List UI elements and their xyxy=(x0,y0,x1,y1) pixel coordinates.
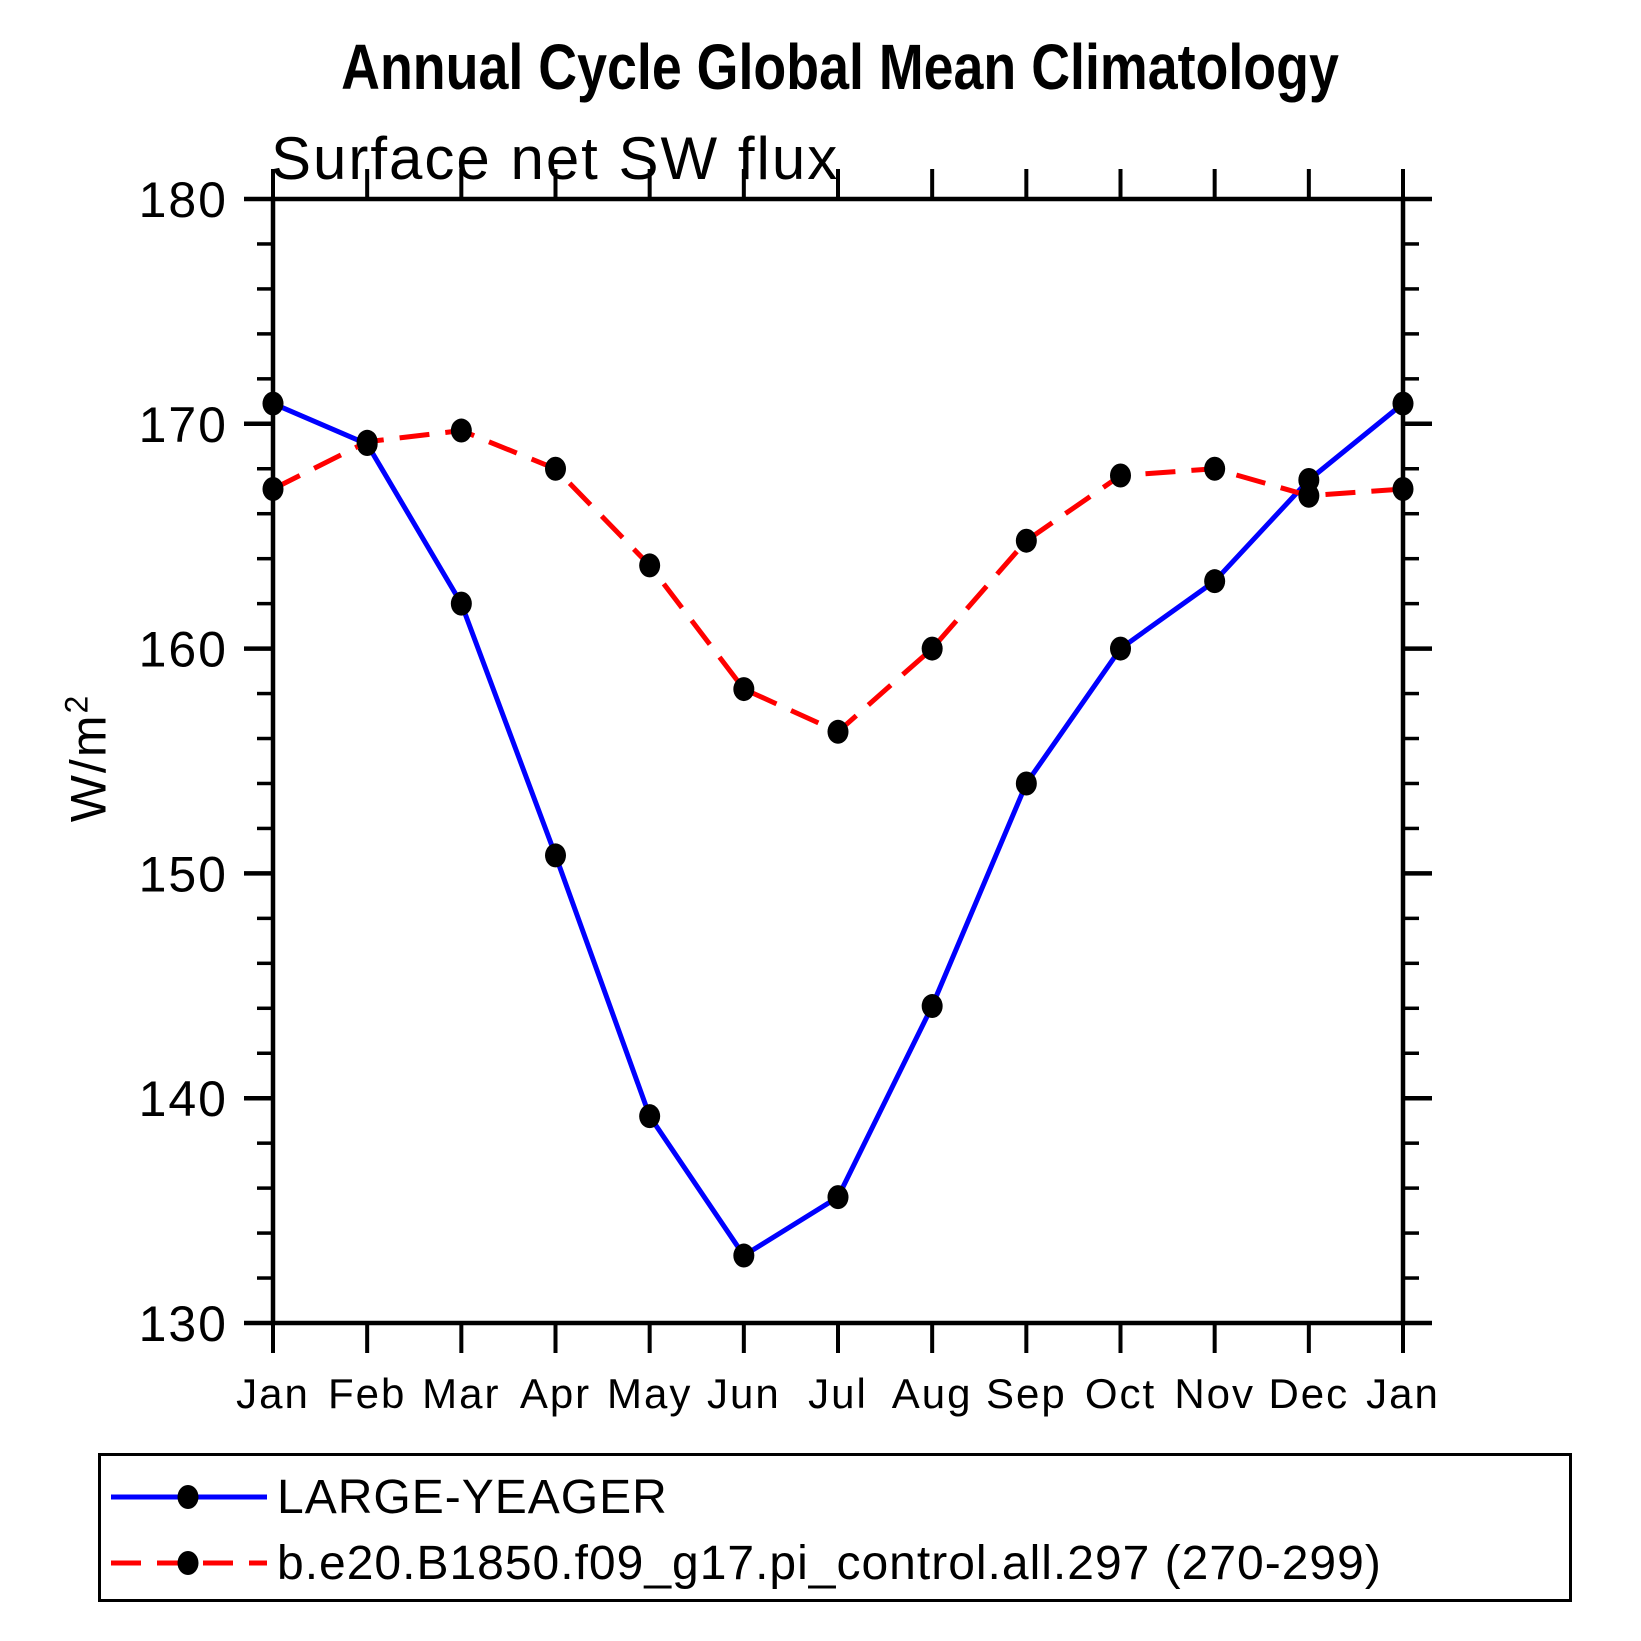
legend-label-large-yeager: LARGE-YEAGER xyxy=(277,1470,668,1524)
x-tick-label: Mar xyxy=(422,1370,500,1417)
legend-marker-dot xyxy=(177,1485,199,1509)
series-line-dashed xyxy=(271,428,1404,735)
x-tick-label: Oct xyxy=(1085,1370,1156,1417)
data-point-marker xyxy=(639,553,661,578)
y-tick-label: 170 xyxy=(139,397,228,453)
legend-label-pi-control: b.e20.B1850.f09_g17.pi_control.all.297 (… xyxy=(277,1536,1382,1590)
data-point-marker xyxy=(450,591,472,616)
series-line-solid xyxy=(272,401,1405,1259)
legend-item-pi-control: b.e20.B1850.f09_g17.pi_control.all.297 (… xyxy=(109,1530,1569,1596)
y-tick-label: 160 xyxy=(139,622,228,678)
data-point-marker xyxy=(733,677,755,702)
legend-item-large-yeager: LARGE-YEAGER xyxy=(109,1464,1569,1530)
data-point-marker xyxy=(827,719,849,744)
x-tick-label: Dec xyxy=(1268,1370,1349,1417)
data-point-marker xyxy=(262,391,284,416)
data-point-marker xyxy=(356,429,378,454)
y-tick-label: 150 xyxy=(139,846,228,902)
data-point-marker xyxy=(921,636,943,661)
data-point-marker xyxy=(1110,636,1131,661)
y-tick-label: 130 xyxy=(139,1296,228,1352)
data-point-marker xyxy=(1204,456,1226,481)
x-tick-label: Apr xyxy=(520,1370,591,1417)
data-point-marker xyxy=(1298,483,1320,508)
data-point-marker xyxy=(1392,391,1414,416)
data-point-marker xyxy=(733,1243,755,1268)
y-tick-label: 140 xyxy=(139,1071,228,1127)
x-tick-label: Jun xyxy=(707,1370,781,1417)
chart-title: Annual Cycle Global Mean Climatology xyxy=(341,31,1339,103)
legend-key-dashed-red-line xyxy=(111,1551,267,1575)
data-point-marker xyxy=(262,476,284,501)
plot-frame xyxy=(270,196,1406,1326)
data-point-marker xyxy=(639,1104,661,1129)
data-point-marker xyxy=(545,456,566,481)
x-tick-label: Feb xyxy=(328,1370,406,1417)
data-point-marker xyxy=(450,418,472,443)
x-tick-label: Nov xyxy=(1174,1370,1255,1417)
x-tick-label: Jan xyxy=(1366,1370,1440,1417)
data-point-marker xyxy=(545,843,566,868)
x-tick-label: Jan xyxy=(236,1370,310,1417)
data-point-marker xyxy=(1015,528,1037,553)
data-point-marker xyxy=(1204,569,1226,594)
x-tick-label: Sep xyxy=(986,1370,1067,1417)
legend-key-solid-blue-line xyxy=(111,1485,267,1509)
legend-marker-dot xyxy=(177,1551,199,1575)
data-point-marker xyxy=(1015,771,1037,796)
data-point-marker xyxy=(1392,476,1414,501)
data-point-marker xyxy=(1110,463,1131,488)
x-tick-label: Jul xyxy=(808,1370,868,1417)
x-tick-label: Aug xyxy=(892,1370,973,1417)
data-point-marker xyxy=(827,1185,849,1210)
x-tick-label: May xyxy=(607,1370,692,1417)
legend-box: LARGE-YEAGER b.e20.B1850.f09_g17.pi_cont… xyxy=(98,1453,1572,1602)
data-point-marker xyxy=(921,994,943,1019)
y-tick-label: 180 xyxy=(139,172,228,228)
